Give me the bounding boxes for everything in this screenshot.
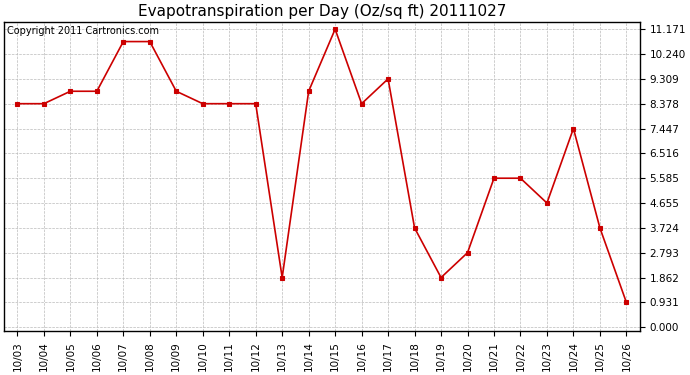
Title: Evapotranspiration per Day (Oz/sq ft) 20111027: Evapotranspiration per Day (Oz/sq ft) 20… [138,4,506,19]
Text: Copyright 2011 Cartronics.com: Copyright 2011 Cartronics.com [8,26,159,36]
